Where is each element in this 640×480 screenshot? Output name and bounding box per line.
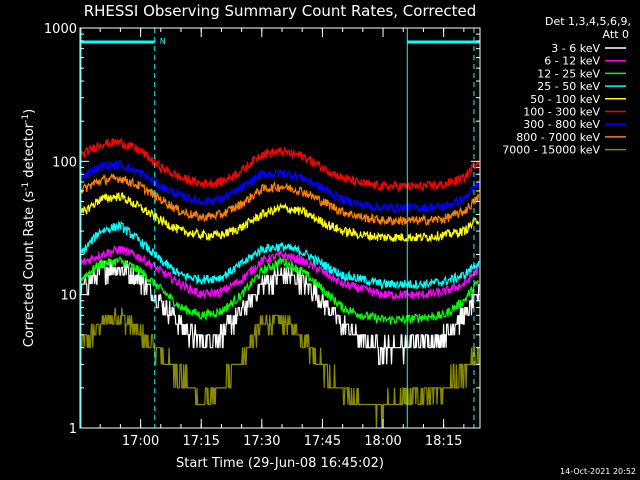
y-tick-label: 1000 [44, 22, 77, 37]
series-line [80, 159, 480, 214]
legend-label: 50 - 100 keV [530, 93, 600, 106]
legend-label: 800 - 7000 keV [516, 131, 600, 144]
series-line [80, 260, 480, 365]
chart-title: RHESSI Observing Summary Count Rates, Co… [84, 2, 477, 20]
legend-entry: 800 - 7000 keV [516, 131, 626, 144]
y-axis: 1 10 100 1000 [44, 22, 480, 437]
legend-entry: 6 - 12 keV [544, 55, 626, 68]
legend-entry: 3 - 6 keV [551, 42, 626, 55]
x-axis-label: Start Time (29-Jun-08 16:45:02) [176, 456, 384, 471]
x-tick-label: 17:30 [243, 434, 280, 449]
series-line [80, 307, 480, 429]
legend-header-line-2: Att 0 [603, 28, 629, 41]
annotation-label: N [160, 37, 166, 46]
legend-entry: 7000 - 15000 keV [502, 144, 626, 157]
legend-entry: 12 - 25 keV [537, 67, 626, 80]
y-axis-label-part-1: Corrected Count Rate (s [22, 191, 37, 348]
legend-entry: 25 - 50 keV [537, 80, 626, 93]
y-tick-label: 10 [60, 289, 77, 304]
x-tick-label: 18:15 [425, 434, 462, 449]
series-line [80, 192, 480, 243]
plot-series [80, 137, 480, 429]
y-axis-label-part-2: detector [22, 122, 37, 182]
legend-label: 100 - 300 keV [523, 106, 600, 119]
legend-entry: 100 - 300 keV [523, 106, 626, 119]
legend-entry: 300 - 800 keV [523, 118, 626, 131]
legend-entry: 50 - 100 keV [530, 93, 626, 106]
legend-label: 6 - 12 keV [544, 55, 600, 68]
y-axis-label-sup-2: -1 [21, 114, 31, 123]
legend-label: 3 - 6 keV [551, 42, 600, 55]
series-line [80, 172, 480, 226]
y-tick-label: 100 [52, 155, 77, 170]
x-tick-label: 17:15 [182, 434, 219, 449]
x-tick-label: 18:00 [364, 434, 401, 449]
series-line [80, 137, 480, 193]
series-line [80, 244, 480, 300]
x-tick-label: 17:00 [122, 434, 159, 449]
y-axis-label-part-3: ) [22, 109, 37, 114]
plot-frame [79, 27, 481, 429]
observing-markers: N [80, 28, 480, 428]
y-axis-label-sup-1: -1 [21, 182, 31, 191]
x-axis: 17:00 17:15 17:30 17:45 18:00 18:15 [99, 28, 465, 449]
series-line [80, 220, 480, 291]
timestamp: 14-Oct-2021 20:52 [560, 467, 636, 476]
legend-label: 300 - 800 keV [523, 118, 600, 131]
y-tick-label: 1 [69, 422, 77, 437]
x-tick-label: 17:45 [304, 434, 341, 449]
series-line [80, 255, 480, 326]
legend-label: 7000 - 15000 keV [502, 144, 600, 157]
legend-label: 12 - 25 keV [537, 67, 600, 80]
y-axis-label: Corrected Count Rate (s-1 detector-1) [21, 109, 37, 347]
legend-label: 25 - 50 keV [537, 80, 600, 93]
legend-header-line-1: Det 1,3,4,5,6,9, [545, 15, 631, 28]
